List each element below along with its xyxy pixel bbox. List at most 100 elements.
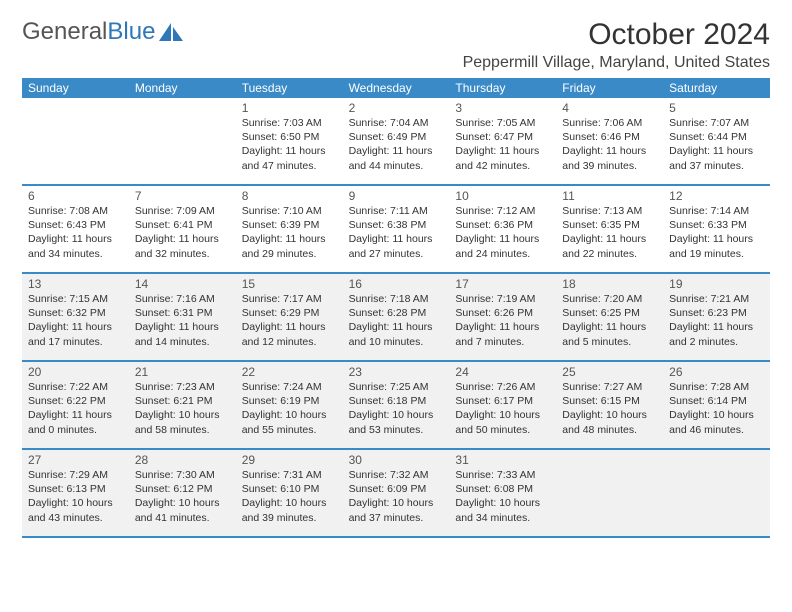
day-info-line: Sunrise: 7:18 AM	[349, 292, 444, 306]
logo-sail-icon	[157, 21, 185, 43]
day-info-line: and 12 minutes.	[242, 335, 337, 349]
day-info-line: Daylight: 10 hours	[242, 496, 337, 510]
day-cell	[129, 98, 236, 184]
day-info-line: Sunset: 6:35 PM	[562, 218, 657, 232]
day-number: 3	[455, 101, 550, 115]
day-info-line: Sunset: 6:28 PM	[349, 306, 444, 320]
day-info-line: Sunset: 6:46 PM	[562, 130, 657, 144]
day-info-line: Daylight: 11 hours	[242, 232, 337, 246]
day-info-line: Sunrise: 7:10 AM	[242, 204, 337, 218]
day-number: 21	[135, 365, 230, 379]
week-row: 6Sunrise: 7:08 AMSunset: 6:43 PMDaylight…	[22, 186, 770, 274]
day-cell: 27Sunrise: 7:29 AMSunset: 6:13 PMDayligh…	[22, 450, 129, 536]
day-number: 27	[28, 453, 123, 467]
day-cell	[22, 98, 129, 184]
weekday-header-row: Sunday Monday Tuesday Wednesday Thursday…	[22, 78, 770, 98]
day-info-line: Daylight: 11 hours	[242, 144, 337, 158]
day-info-line: and 34 minutes.	[455, 511, 550, 525]
day-info-line: Daylight: 11 hours	[28, 232, 123, 246]
day-info: Sunrise: 7:03 AMSunset: 6:50 PMDaylight:…	[242, 116, 337, 173]
day-cell: 25Sunrise: 7:27 AMSunset: 6:15 PMDayligh…	[556, 362, 663, 448]
day-info-line: Sunset: 6:10 PM	[242, 482, 337, 496]
day-cell: 22Sunrise: 7:24 AMSunset: 6:19 PMDayligh…	[236, 362, 343, 448]
day-info-line: Sunset: 6:12 PM	[135, 482, 230, 496]
weekday-header: Wednesday	[343, 78, 450, 98]
day-info-line: Sunset: 6:23 PM	[669, 306, 764, 320]
day-info-line: Daylight: 10 hours	[455, 408, 550, 422]
day-info-line: Sunset: 6:25 PM	[562, 306, 657, 320]
day-info: Sunrise: 7:19 AMSunset: 6:26 PMDaylight:…	[455, 292, 550, 349]
day-info-line: Sunrise: 7:25 AM	[349, 380, 444, 394]
day-info-line: Sunset: 6:08 PM	[455, 482, 550, 496]
logo-text-gray: General	[22, 18, 107, 46]
day-cell: 4Sunrise: 7:06 AMSunset: 6:46 PMDaylight…	[556, 98, 663, 184]
day-info-line: and 37 minutes.	[349, 511, 444, 525]
day-cell: 13Sunrise: 7:15 AMSunset: 6:32 PMDayligh…	[22, 274, 129, 360]
day-info: Sunrise: 7:12 AMSunset: 6:36 PMDaylight:…	[455, 204, 550, 261]
day-info-line: Sunrise: 7:23 AM	[135, 380, 230, 394]
day-cell: 15Sunrise: 7:17 AMSunset: 6:29 PMDayligh…	[236, 274, 343, 360]
day-cell: 6Sunrise: 7:08 AMSunset: 6:43 PMDaylight…	[22, 186, 129, 272]
day-info-line: Sunrise: 7:11 AM	[349, 204, 444, 218]
day-cell: 23Sunrise: 7:25 AMSunset: 6:18 PMDayligh…	[343, 362, 450, 448]
day-info: Sunrise: 7:04 AMSunset: 6:49 PMDaylight:…	[349, 116, 444, 173]
day-info-line: Daylight: 11 hours	[28, 320, 123, 334]
day-cell: 26Sunrise: 7:28 AMSunset: 6:14 PMDayligh…	[663, 362, 770, 448]
weekday-header: Thursday	[449, 78, 556, 98]
day-number: 8	[242, 189, 337, 203]
day-info-line: Sunrise: 7:32 AM	[349, 468, 444, 482]
day-info-line: Sunrise: 7:22 AM	[28, 380, 123, 394]
day-number: 16	[349, 277, 444, 291]
day-info-line: Sunrise: 7:24 AM	[242, 380, 337, 394]
day-info-line: Sunrise: 7:31 AM	[242, 468, 337, 482]
day-info-line: Daylight: 10 hours	[669, 408, 764, 422]
day-cell: 18Sunrise: 7:20 AMSunset: 6:25 PMDayligh…	[556, 274, 663, 360]
day-info-line: Sunrise: 7:07 AM	[669, 116, 764, 130]
day-number: 14	[135, 277, 230, 291]
day-cell: 31Sunrise: 7:33 AMSunset: 6:08 PMDayligh…	[449, 450, 556, 536]
day-info-line: Sunset: 6:43 PM	[28, 218, 123, 232]
day-number: 31	[455, 453, 550, 467]
day-info: Sunrise: 7:21 AMSunset: 6:23 PMDaylight:…	[669, 292, 764, 349]
day-info-line: Sunset: 6:39 PM	[242, 218, 337, 232]
day-info: Sunrise: 7:10 AMSunset: 6:39 PMDaylight:…	[242, 204, 337, 261]
day-cell: 17Sunrise: 7:19 AMSunset: 6:26 PMDayligh…	[449, 274, 556, 360]
day-info-line: Sunrise: 7:30 AM	[135, 468, 230, 482]
day-info: Sunrise: 7:32 AMSunset: 6:09 PMDaylight:…	[349, 468, 444, 525]
day-info-line: Daylight: 11 hours	[28, 408, 123, 422]
week-row: 20Sunrise: 7:22 AMSunset: 6:22 PMDayligh…	[22, 362, 770, 450]
day-info-line: Sunset: 6:21 PM	[135, 394, 230, 408]
day-cell: 28Sunrise: 7:30 AMSunset: 6:12 PMDayligh…	[129, 450, 236, 536]
day-info-line: and 32 minutes.	[135, 247, 230, 261]
day-info-line: Sunrise: 7:33 AM	[455, 468, 550, 482]
month-title: October 2024	[463, 18, 770, 52]
day-info-line: and 47 minutes.	[242, 159, 337, 173]
day-info-line: Sunrise: 7:13 AM	[562, 204, 657, 218]
day-cell: 3Sunrise: 7:05 AMSunset: 6:47 PMDaylight…	[449, 98, 556, 184]
day-info: Sunrise: 7:08 AMSunset: 6:43 PMDaylight:…	[28, 204, 123, 261]
day-info-line: and 22 minutes.	[562, 247, 657, 261]
day-info-line: and 17 minutes.	[28, 335, 123, 349]
day-info: Sunrise: 7:06 AMSunset: 6:46 PMDaylight:…	[562, 116, 657, 173]
day-info-line: Sunset: 6:26 PM	[455, 306, 550, 320]
day-cell: 24Sunrise: 7:26 AMSunset: 6:17 PMDayligh…	[449, 362, 556, 448]
day-info-line: Sunrise: 7:08 AM	[28, 204, 123, 218]
day-info-line: Sunrise: 7:28 AM	[669, 380, 764, 394]
day-cell: 9Sunrise: 7:11 AMSunset: 6:38 PMDaylight…	[343, 186, 450, 272]
day-number: 23	[349, 365, 444, 379]
day-info-line: Daylight: 11 hours	[562, 320, 657, 334]
day-info: Sunrise: 7:28 AMSunset: 6:14 PMDaylight:…	[669, 380, 764, 437]
day-cell	[663, 450, 770, 536]
day-cell: 29Sunrise: 7:31 AMSunset: 6:10 PMDayligh…	[236, 450, 343, 536]
day-info-line: Daylight: 11 hours	[562, 232, 657, 246]
day-info-line: Sunset: 6:29 PM	[242, 306, 337, 320]
day-info: Sunrise: 7:07 AMSunset: 6:44 PMDaylight:…	[669, 116, 764, 173]
day-info-line: and 29 minutes.	[242, 247, 337, 261]
day-info-line: Daylight: 11 hours	[349, 232, 444, 246]
weekday-header: Tuesday	[236, 78, 343, 98]
day-info-line: Sunset: 6:14 PM	[669, 394, 764, 408]
day-info-line: Daylight: 11 hours	[349, 320, 444, 334]
day-number: 26	[669, 365, 764, 379]
logo: GeneralBlue	[22, 18, 185, 46]
calendar: Sunday Monday Tuesday Wednesday Thursday…	[22, 78, 770, 538]
